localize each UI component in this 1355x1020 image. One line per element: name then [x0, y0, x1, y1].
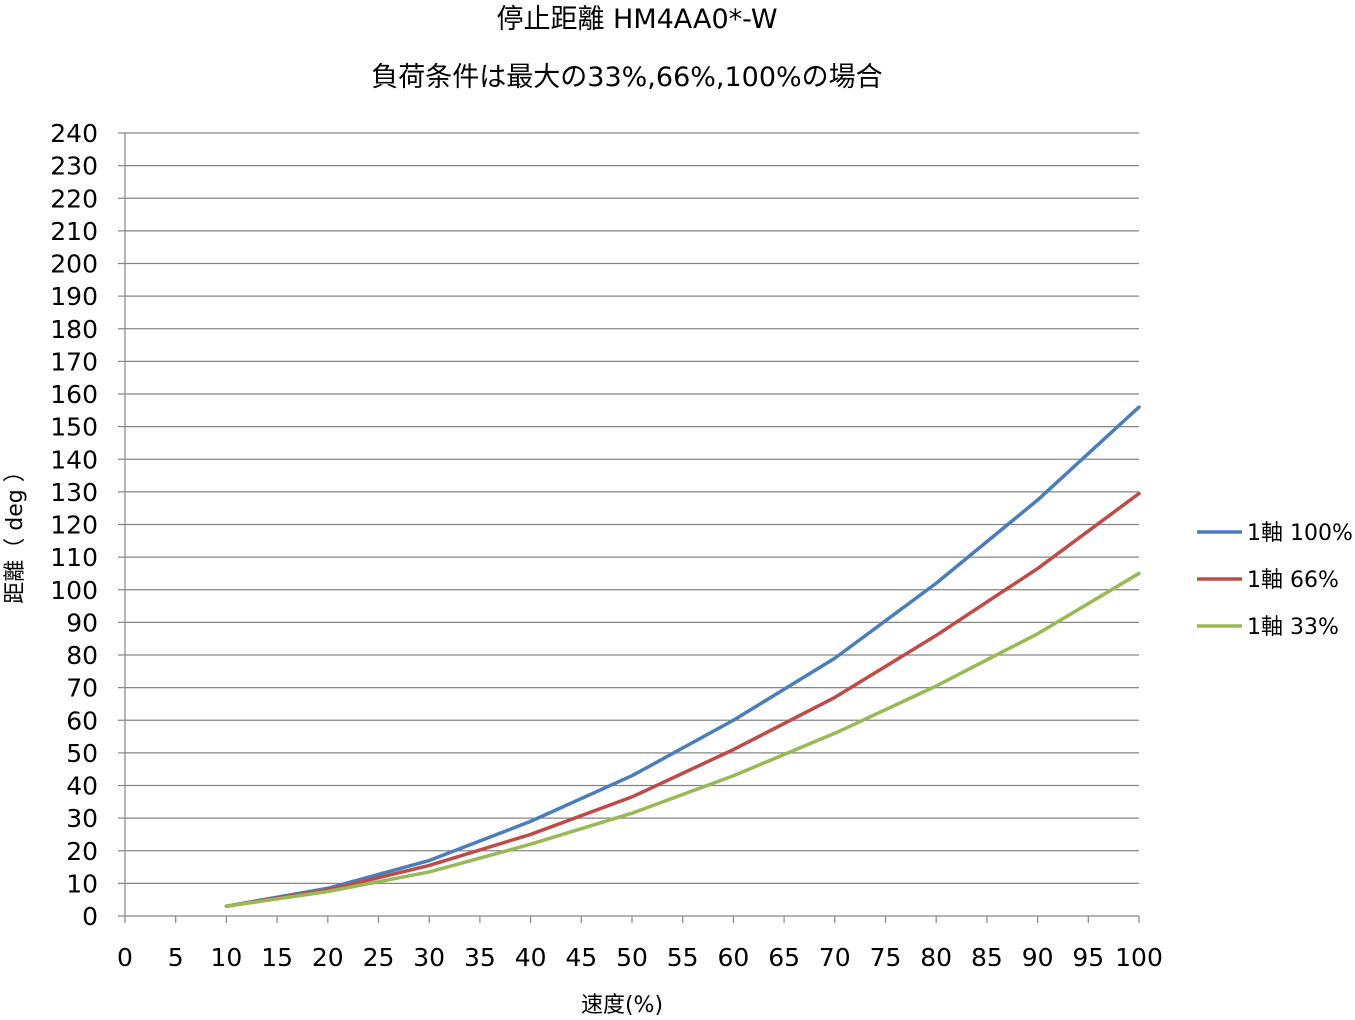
x-tick-label: 40: [515, 943, 547, 972]
y-tick-label: 180: [50, 315, 98, 344]
y-axis-title: 距離（ deg ）: [3, 460, 28, 603]
x-tick-label: 90: [1022, 943, 1054, 972]
y-tick-label: 240: [50, 119, 98, 148]
x-tick-label: 15: [261, 943, 293, 972]
x-tick-label: 60: [717, 943, 749, 972]
y-tick-label: 190: [50, 282, 98, 311]
y-tick-label: 30: [66, 804, 98, 833]
axes: [118, 132, 1140, 923]
x-axis-title: 速度(%): [581, 993, 663, 1018]
x-tick-label: 20: [312, 943, 344, 972]
x-tick-label: 5: [168, 943, 184, 972]
y-tick-label: 90: [66, 608, 98, 637]
y-tick-label: 150: [50, 413, 98, 442]
y-tick-label: 70: [66, 674, 98, 703]
y-tick-label: 10: [66, 869, 98, 898]
y-tick-label: 170: [50, 347, 98, 376]
x-tick-label: 100: [1115, 943, 1163, 972]
series-line-2: [224, 491, 1141, 908]
y-tick-label: 230: [50, 152, 98, 181]
legend-label: 1軸 33%: [1247, 615, 1339, 640]
series-line-1: [224, 405, 1141, 908]
x-tick-label: 10: [210, 943, 242, 972]
y-tick-label: 50: [66, 739, 98, 768]
y-tick-label: 200: [50, 250, 98, 279]
chart-subtitle: 負荷条件は最大の33%,66%,100%の場合: [371, 62, 882, 93]
x-tick-label: 25: [363, 943, 395, 972]
x-tick-label: 85: [971, 943, 1003, 972]
x-tick-label: 30: [413, 943, 445, 972]
y-tick-label: 60: [66, 706, 98, 735]
y-tick-label: 220: [50, 184, 98, 213]
x-tick-label: 70: [819, 943, 851, 972]
x-tick-label: 50: [616, 943, 648, 972]
legend: 1軸 100% 1軸 66% 1軸 33%: [1197, 521, 1353, 640]
x-tick-label: 35: [464, 943, 496, 972]
y-tick-label: 40: [66, 772, 98, 801]
x-tick-label: 65: [768, 943, 800, 972]
y-tick-label: 110: [50, 543, 98, 572]
x-tick-label: 45: [565, 943, 597, 972]
chart-title: 停止距離 HM4AA0*-W: [496, 4, 777, 35]
gridlines: [125, 132, 1139, 884]
x-tick-label: 55: [667, 943, 699, 972]
series-lines: [224, 405, 1141, 908]
y-tick-label: 160: [50, 380, 98, 409]
x-tick-label: 95: [1072, 943, 1104, 972]
y-tick-label: 210: [50, 217, 98, 246]
x-tick-label: 80: [920, 943, 952, 972]
series-line-3: [224, 571, 1141, 908]
y-tick-label: 80: [66, 641, 98, 670]
y-tick-label: 0: [82, 902, 98, 931]
legend-label: 1軸 100%: [1247, 521, 1353, 546]
x-tick-label: 75: [870, 943, 902, 972]
y-tick-label: 120: [50, 511, 98, 540]
y-tick-label: 130: [50, 478, 98, 507]
y-tick-labels: 0 10 20 30 40 50 60 70 80 90 100 110 120 130 140 150 160…: [50, 119, 98, 931]
y-tick-label: 20: [66, 837, 98, 866]
y-tick-label: 140: [50, 445, 98, 474]
legend-label: 1軸 66%: [1247, 568, 1339, 593]
x-tick-labels: 0 5 10 15 20 25 30 35 40 45 50 55 60 65 70 75 80 85 90 95 10…: [117, 943, 1163, 972]
y-tick-label: 100: [50, 576, 98, 605]
x-tick-label: 0: [117, 943, 133, 972]
